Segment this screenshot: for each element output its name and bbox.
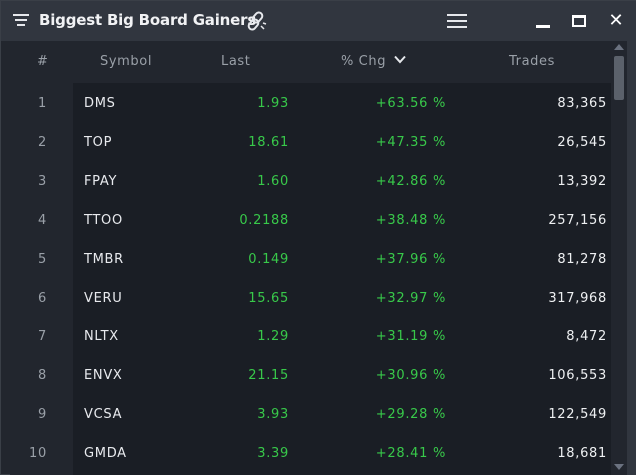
close-icon[interactable]: ✕ xyxy=(608,10,624,31)
last-price-cell: 21.15 xyxy=(248,368,289,384)
last-price-cell: 3.93 xyxy=(257,407,289,423)
header-chg[interactable]: % Chg xyxy=(341,54,406,69)
symbol-cell: TMBR xyxy=(84,251,124,267)
hamburger-icon[interactable] xyxy=(447,13,467,29)
percent-change-cell: +63.56 % xyxy=(375,96,446,111)
trades-cell: 122,549 xyxy=(548,407,607,423)
row-index: 4 xyxy=(38,212,47,228)
header-symbol[interactable]: Symbol xyxy=(100,54,153,69)
row-index: 6 xyxy=(38,290,47,306)
row-index: 9 xyxy=(38,407,47,423)
scroll-up-arrow-icon[interactable] xyxy=(614,44,624,50)
percent-change-cell: +30.96 % xyxy=(375,368,446,384)
percent-change-cell: +38.48 % xyxy=(375,212,446,228)
table-row[interactable]: 2 TOP 18.61 +47.35 % 26,545 xyxy=(10,125,611,164)
percent-change-cell: +47.35 % xyxy=(375,134,446,150)
header-index[interactable]: # xyxy=(37,54,49,69)
vertical-scrollbar[interactable] xyxy=(611,41,627,475)
header-last[interactable]: Last xyxy=(221,54,251,69)
symbol-cell: TOP xyxy=(84,134,113,150)
row-index: 3 xyxy=(38,173,47,189)
symbol-cell: ENVX xyxy=(84,368,123,384)
list-lines-icon[interactable] xyxy=(13,14,29,28)
window-border xyxy=(627,41,636,475)
table-row[interactable]: 10 GMDA 3.39 +28.41 % 18,681 xyxy=(10,436,611,475)
row-index: 2 xyxy=(38,134,47,150)
table-header: # Symbol Last % Chg Trades xyxy=(10,41,611,83)
last-price-cell: 18.61 xyxy=(248,134,289,150)
row-index: 1 xyxy=(38,96,47,111)
symbol-cell: NLTX xyxy=(84,329,119,345)
chain-link-icon[interactable] xyxy=(245,10,267,32)
table-row[interactable]: 8 ENVX 21.15 +30.96 % 106,553 xyxy=(10,358,611,397)
percent-change-cell: +32.97 % xyxy=(375,290,446,306)
title-bar[interactable]: Biggest Big Board Gainers ✕ xyxy=(1,1,636,41)
header-chg-label: % Chg xyxy=(341,54,387,69)
last-price-cell: 1.60 xyxy=(257,173,289,189)
symbol-cell: DMS xyxy=(84,96,116,111)
trades-cell: 83,365 xyxy=(557,96,607,111)
trades-cell: 106,553 xyxy=(548,368,607,384)
percent-change-cell: +29.28 % xyxy=(375,407,446,423)
trades-cell: 257,156 xyxy=(548,212,607,228)
trades-cell: 8,472 xyxy=(566,329,607,345)
last-price-cell: 3.39 xyxy=(257,446,289,462)
last-price-cell: 15.65 xyxy=(248,290,289,306)
scroll-thumb[interactable] xyxy=(614,56,624,100)
last-price-cell: 1.29 xyxy=(257,329,289,345)
scroll-down-arrow-icon[interactable] xyxy=(614,464,624,470)
percent-change-cell: +28.41 % xyxy=(375,446,446,462)
table-row[interactable]: 3 FPAY 1.60 +42.86 % 13,392 xyxy=(10,164,611,203)
chevron-down-icon xyxy=(394,55,406,64)
gainers-table: # Symbol Last % Chg Trades 1 DMS 1.93 +63.5… xyxy=(10,41,611,475)
table-row[interactable]: 4 TTOO 0.2188 +38.48 % 257,156 xyxy=(10,203,611,242)
symbol-cell: TTOO xyxy=(84,212,123,228)
trades-cell: 18,681 xyxy=(557,446,607,462)
last-price-cell: 0.149 xyxy=(248,251,289,267)
symbol-cell: VCSA xyxy=(84,407,123,423)
row-index: 8 xyxy=(38,368,47,384)
table-row[interactable]: 9 VCSA 3.93 +29.28 % 122,549 xyxy=(10,397,611,436)
last-price-cell: 0.2188 xyxy=(239,212,289,228)
table-row[interactable]: 7 NLTX 1.29 +31.19 % 8,472 xyxy=(10,319,611,358)
last-price-cell: 1.93 xyxy=(257,96,289,111)
symbol-cell: FPAY xyxy=(84,173,118,189)
trades-cell: 317,968 xyxy=(548,290,607,306)
minimize-icon[interactable] xyxy=(533,13,553,29)
symbol-cell: VERU xyxy=(84,290,123,306)
header-trades[interactable]: Trades xyxy=(509,54,555,69)
index-column xyxy=(10,83,73,475)
maximize-icon[interactable] xyxy=(569,13,589,29)
row-index: 7 xyxy=(38,329,47,345)
trades-cell: 81,278 xyxy=(557,251,607,267)
row-index: 10 xyxy=(29,446,47,462)
table-row[interactable]: 5 TMBR 0.149 +37.96 % 81,278 xyxy=(10,242,611,281)
percent-change-cell: +31.19 % xyxy=(375,329,446,345)
trades-cell: 13,392 xyxy=(557,173,607,189)
table-row[interactable]: 1 DMS 1.93 +63.56 % 83,365 xyxy=(10,86,611,125)
symbol-cell: GMDA xyxy=(84,446,127,462)
window-title: Biggest Big Board Gainers xyxy=(39,11,257,29)
percent-change-cell: +42.86 % xyxy=(375,173,446,189)
percent-change-cell: +37.96 % xyxy=(375,251,446,267)
row-index: 5 xyxy=(38,251,47,267)
trades-cell: 26,545 xyxy=(557,134,607,150)
table-row[interactable]: 6 VERU 15.65 +32.97 % 317,968 xyxy=(10,281,611,320)
